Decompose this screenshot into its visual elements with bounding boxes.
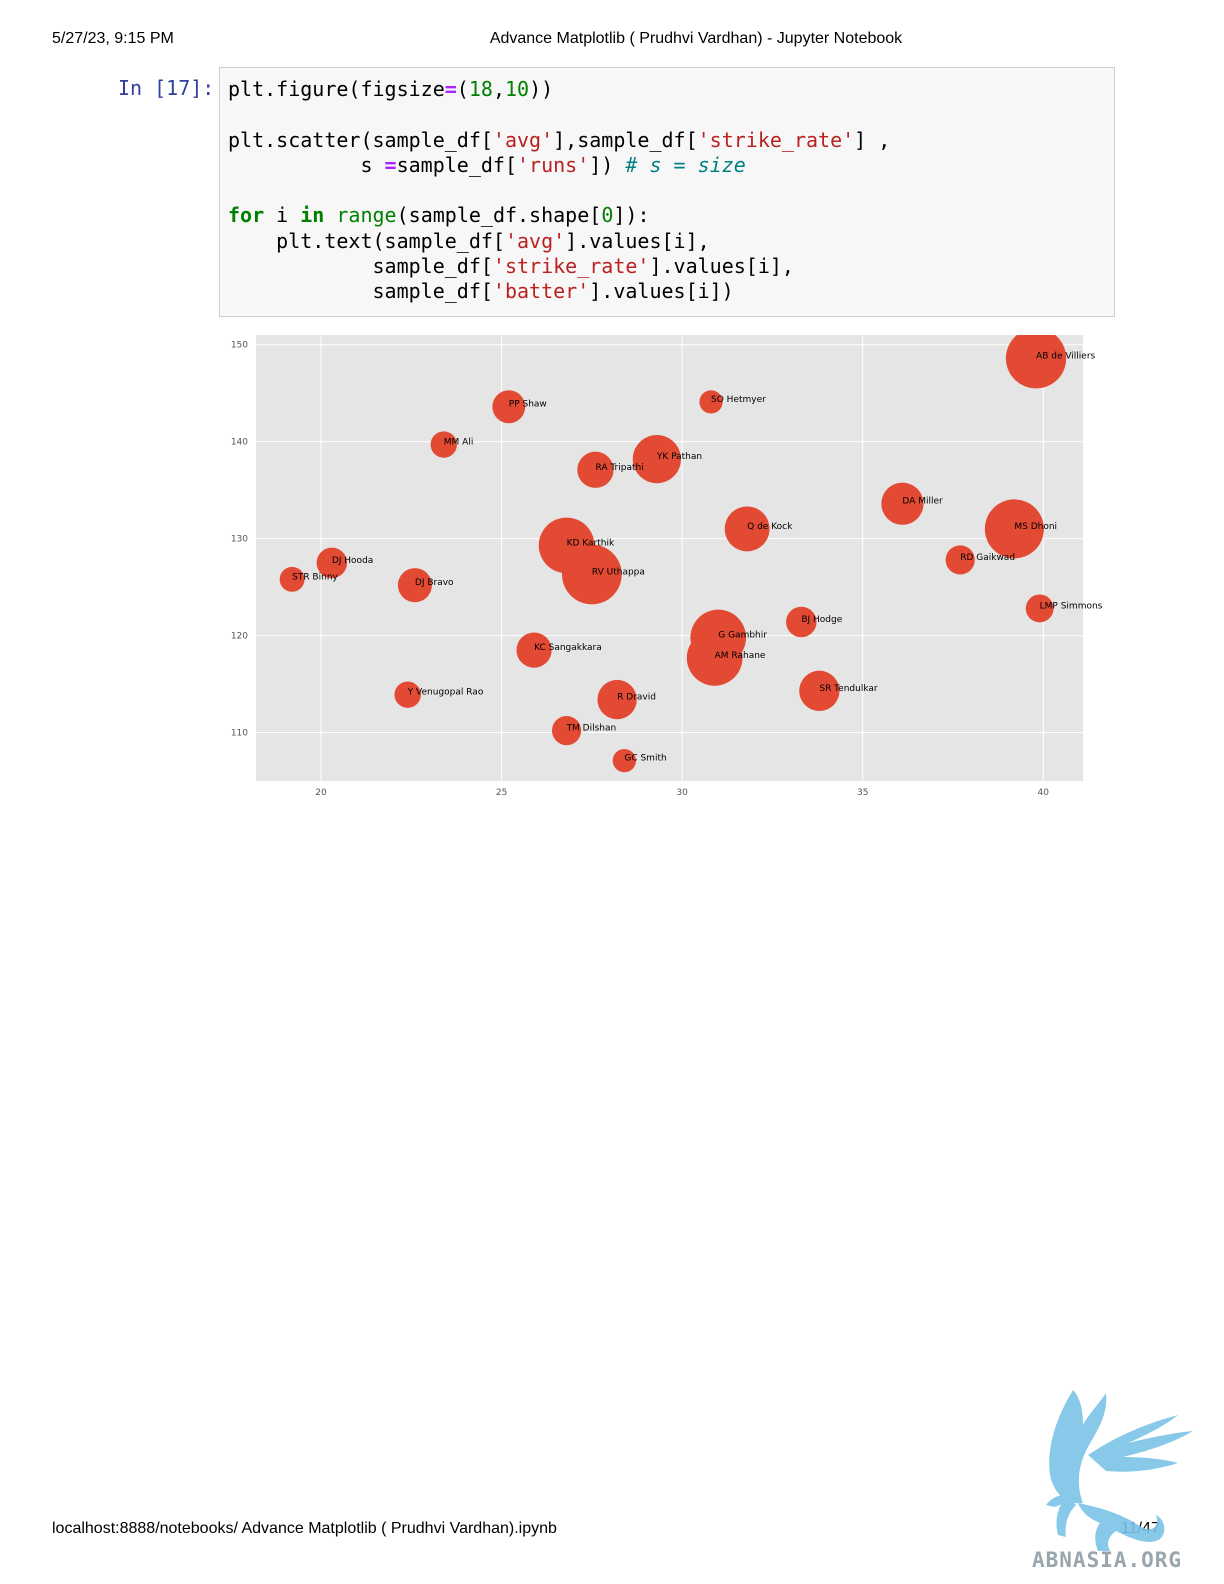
point-label: DA Miller — [902, 497, 943, 507]
point-label: LMP Simmons — [1040, 601, 1102, 611]
point-label: GC Smith — [624, 754, 666, 764]
point-label: SO Hetmyer — [711, 395, 766, 405]
scatter-point — [686, 630, 743, 686]
code-line: s =sample_df['runs']) # s = size — [228, 152, 746, 177]
point-label: TM Dilshan — [566, 724, 617, 734]
x-tick-label: 40 — [1038, 788, 1050, 798]
scatter-point — [316, 547, 348, 579]
scatter-plot-output: 20 25 30 35 40 110 120 130 140 150 AB de Villiers S… — [222, 330, 1102, 804]
point-label: R Dravid — [617, 693, 656, 703]
point-label: YK Pathan — [656, 452, 702, 462]
scatter-point — [397, 568, 432, 603]
point-label: DJ Hooda — [332, 556, 373, 566]
scatter-point — [492, 390, 526, 424]
scatter-point — [1005, 335, 1067, 389]
point-label: MM Ali — [444, 438, 474, 448]
point-label: PP Shaw — [509, 400, 547, 410]
point-label: RD Gaikwad — [960, 553, 1015, 563]
code-line: plt.figure(figsize=(18,10)) — [228, 77, 554, 101]
y-tick-label: 110 — [231, 729, 248, 739]
x-tick-label: 30 — [676, 788, 688, 798]
watermark-text: ABNASIA.ORG — [1032, 1548, 1182, 1572]
scatter-point — [786, 606, 817, 638]
x-tick-label: 35 — [857, 788, 868, 798]
scatter-point — [562, 544, 622, 605]
point-label: AM Rahane — [715, 651, 766, 661]
scatter-point — [612, 748, 636, 773]
scatter-point — [699, 390, 723, 414]
griffin-logo-icon: ABNASIA.ORG — [1032, 1390, 1193, 1572]
y-tick-label: 120 — [231, 632, 248, 642]
print-footer-url: localhost:8888/notebooks/ Advance Matplo… — [52, 1520, 557, 1537]
scatter-point — [394, 681, 421, 708]
scatter-point — [881, 482, 924, 525]
code-cell[interactable]: plt.figure(figsize=(18,10)) plt.scatter(… — [219, 67, 1115, 317]
scatter-point — [984, 499, 1044, 559]
x-tick-label: 25 — [496, 788, 507, 798]
point-label: KC Sangakkara — [534, 643, 602, 653]
point-label: DJ Bravo — [415, 578, 454, 588]
point-label: RA Tripathi — [595, 463, 643, 473]
point-label: G Gambhir — [718, 631, 767, 641]
point-label: Q de Kock — [747, 522, 793, 532]
scatter-point — [945, 545, 975, 575]
point-label: MS Dhoni — [1014, 522, 1057, 532]
point-label: STR Binny — [292, 572, 338, 582]
scatter-point — [577, 451, 614, 488]
print-datetime: 5/27/23, 9:15 PM — [52, 30, 174, 47]
code-line: for i in range(sample_df.shape[0]): — [228, 203, 650, 228]
scatter-point — [1025, 594, 1054, 623]
code-line: plt.scatter(sample_df['avg'],sample_df['… — [228, 127, 891, 152]
scatter-point — [799, 670, 840, 711]
scatter-point — [597, 679, 637, 720]
code-line: sample_df['batter'].values[i]) — [228, 279, 734, 304]
scatter-point — [279, 566, 305, 592]
y-tick-label: 130 — [231, 535, 248, 545]
scatter-point — [430, 431, 457, 458]
scatter-point — [724, 506, 770, 552]
scatter-point — [551, 715, 582, 746]
abnasia-watermark-logo: ABNASIA.ORG — [1028, 1385, 1213, 1575]
print-page-title: Advance Matplotlib ( Prudhvi Vardhan) - … — [489, 30, 903, 47]
x-tick-label: 20 — [315, 788, 327, 798]
point-label: BJ Hodge — [801, 615, 842, 625]
point-label: KD Karthik — [567, 538, 615, 548]
scatter-point — [516, 632, 552, 668]
point-label: RV Uthappa — [592, 567, 645, 577]
code-line: sample_df['strike_rate'].values[i], — [228, 254, 794, 279]
y-tick-label: 150 — [231, 341, 248, 351]
point-label: AB de Villiers — [1036, 351, 1096, 361]
marker-group — [279, 335, 1067, 773]
cell-prompt: In [17]: — [118, 76, 215, 100]
code-line: plt.text(sample_df['avg'].values[i], — [228, 228, 710, 253]
plot-area — [256, 335, 1083, 781]
y-tick-label: 140 — [231, 438, 248, 448]
scatter-point — [632, 435, 681, 484]
point-label: SR Tendulkar — [819, 684, 878, 694]
point-label: Y Venugopal Rao — [407, 688, 484, 698]
code-editor[interactable]: plt.figure(figsize=(18,10)) plt.scatter(… — [228, 77, 890, 305]
scatter-chart: 20 25 30 35 40 110 120 130 140 150 AB de Villiers S… — [231, 335, 1102, 798]
